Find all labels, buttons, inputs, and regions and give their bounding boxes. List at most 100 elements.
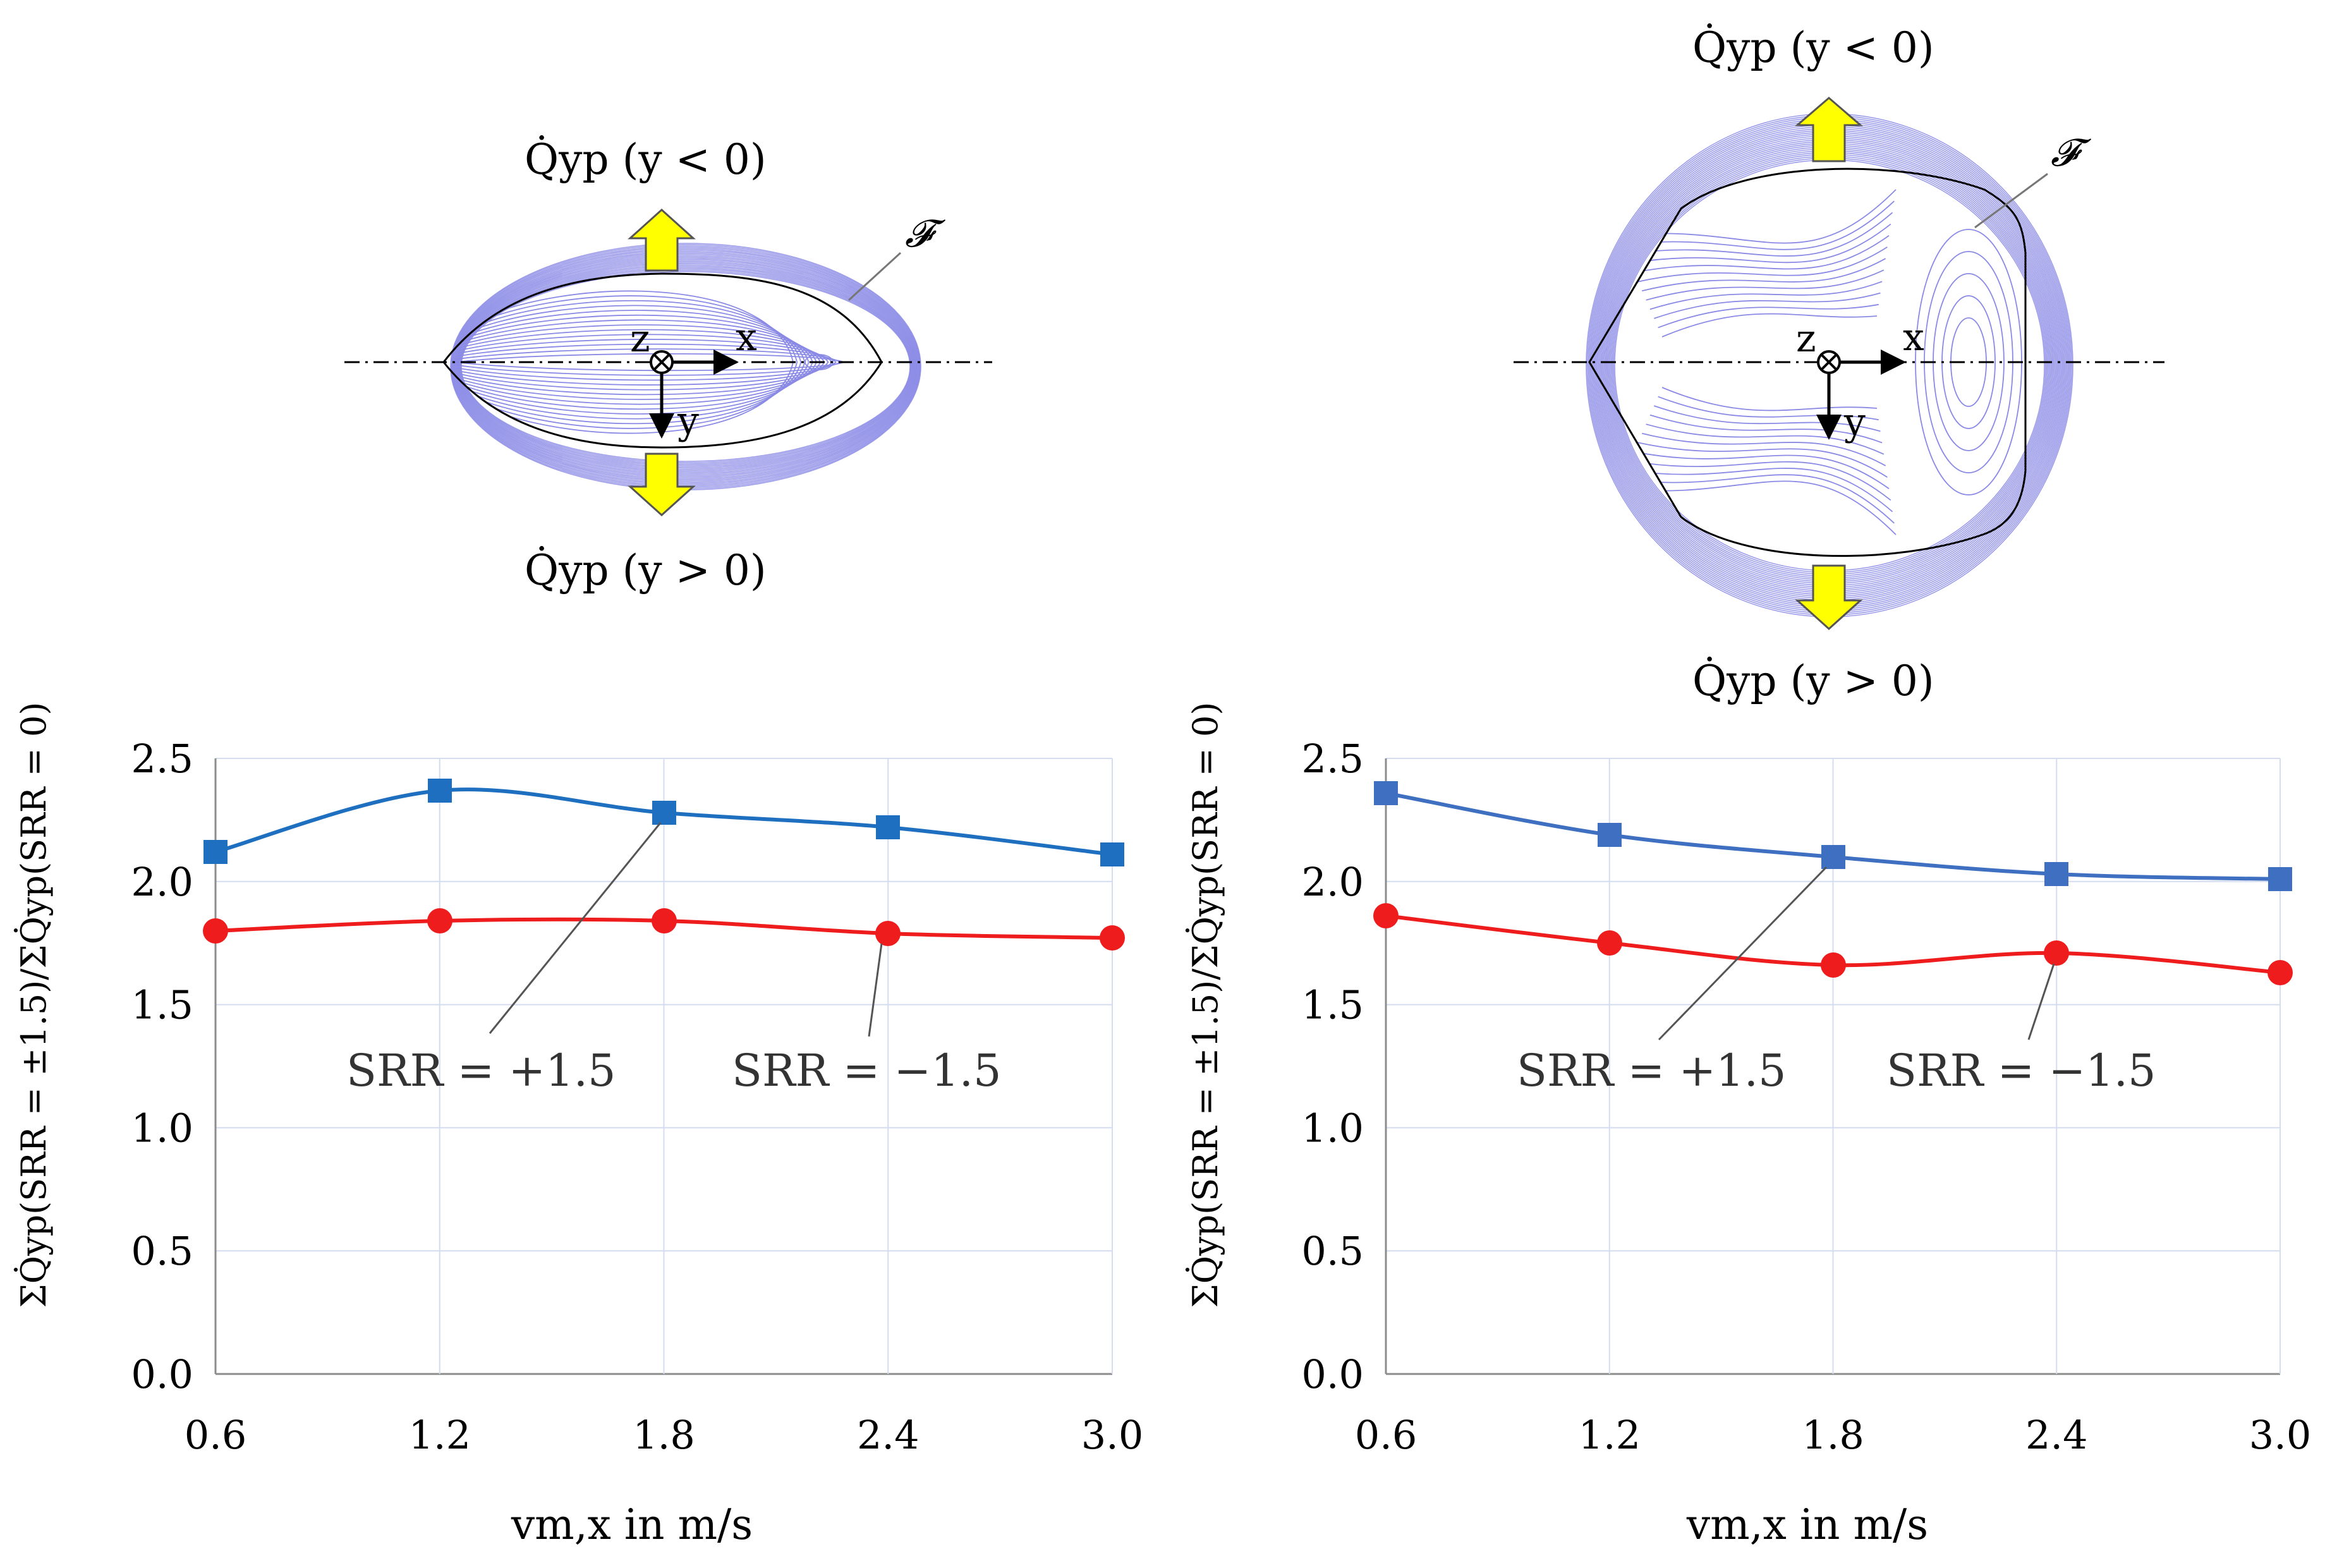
grid bbox=[1385, 758, 2281, 1375]
inner-contour bbox=[456, 343, 837, 381]
inner-contour bbox=[1637, 442, 1888, 478]
x-axis-label: vm,x in m/s bbox=[511, 1500, 753, 1549]
y-tick-label: 0.0 bbox=[131, 1351, 193, 1397]
x-tick-label: 1.2 bbox=[408, 1412, 471, 1458]
y-tick-label: 1.5 bbox=[1301, 982, 1364, 1028]
axis-y-label: y bbox=[677, 399, 699, 443]
y-tick-label: 2.5 bbox=[1301, 736, 1364, 782]
heat-flow-label-bottom: Q̇yp (y > 0) bbox=[525, 546, 767, 595]
inner-contour bbox=[1625, 212, 1893, 257]
y-axis-label: ΣQ̇yp(SRR = ±1.5)/ΣQ̇yp(SRR = 0) bbox=[1185, 702, 1225, 1308]
data-point bbox=[427, 908, 452, 933]
y-tick-label: 2.0 bbox=[1301, 859, 1364, 905]
heat-flow-label-bottom: Q̇yp (y > 0) bbox=[1692, 657, 1934, 705]
data-point bbox=[1821, 845, 1845, 869]
inner-contour bbox=[1625, 468, 1893, 513]
data-point bbox=[652, 908, 677, 933]
inner-contour bbox=[1661, 313, 1878, 337]
x-tick-label: 3.0 bbox=[2249, 1412, 2312, 1458]
axis-x-label: x bbox=[1903, 315, 1924, 360]
y-tick-label: 1.0 bbox=[1301, 1105, 1364, 1151]
data-point bbox=[1598, 823, 1622, 847]
inner-contour bbox=[1622, 474, 1895, 524]
annotation-leader-plus bbox=[1658, 866, 1828, 1041]
inner-contour bbox=[1641, 432, 1886, 466]
arrow-up-icon bbox=[628, 208, 696, 272]
tick-labels: 0.0 0.5 1.0 1.5 2.0 2.5 0.6 1.2 1.8 2.4 3.0 bbox=[1301, 736, 2311, 1458]
axis-z-label: z bbox=[630, 317, 650, 361]
inner-contour bbox=[1629, 223, 1891, 264]
y-tick-label: 1.0 bbox=[131, 1105, 193, 1151]
annotation-leader-plus bbox=[489, 822, 662, 1034]
contour-ring bbox=[451, 245, 921, 488]
chart-right: 0.0 0.5 1.0 1.5 2.0 2.5 0.6 1.2 1.8 2.4 3.0 vm,x i… bbox=[1185, 702, 2311, 1549]
x-tick-label: 0.6 bbox=[185, 1412, 247, 1458]
data-point bbox=[875, 921, 901, 946]
inner-contour bbox=[1658, 396, 1879, 421]
data-point bbox=[1373, 903, 1399, 928]
axis-y-label: y bbox=[1843, 400, 1866, 444]
contour-label-F: 𝓕 bbox=[905, 212, 946, 256]
y-tick-label: 2.0 bbox=[131, 859, 193, 905]
annotation-leader-minus bbox=[2027, 963, 2055, 1040]
arrow-down-icon bbox=[1795, 564, 1863, 631]
series bbox=[203, 779, 1125, 951]
contour-ring bbox=[453, 251, 918, 482]
y-axis-label: ΣQ̇yp(SRR = ±1.5)/ΣQ̇yp(SRR = 0) bbox=[13, 702, 54, 1308]
data-point bbox=[2044, 862, 2068, 886]
x-tick-label: 2.4 bbox=[857, 1412, 920, 1458]
annotation-leader-minus bbox=[868, 943, 883, 1037]
data-point bbox=[1597, 930, 1622, 956]
inner-contour bbox=[1634, 234, 1890, 274]
axis-x-label: x bbox=[736, 315, 757, 360]
inner-contour bbox=[1653, 292, 1881, 319]
tick-labels: 0.0 0.5 1.0 1.5 2.0 2.5 0.6 1.2 1.8 2.4 3.0 bbox=[131, 736, 1143, 1458]
data-point bbox=[2268, 867, 2292, 891]
y-tick-label: 0.5 bbox=[131, 1228, 193, 1274]
series-label-minus: SRR = −1.5 bbox=[1886, 1045, 2156, 1097]
contact-boundary-F bbox=[1588, 167, 2027, 557]
series-label-minus: SRR = −1.5 bbox=[732, 1045, 1002, 1097]
data-point bbox=[203, 840, 228, 864]
series-label-plus: SRR = +1.5 bbox=[346, 1045, 616, 1097]
data-point bbox=[2267, 960, 2293, 985]
contour-label-leader bbox=[847, 252, 902, 301]
y-tick-label: 1.5 bbox=[131, 982, 193, 1028]
inner-contour bbox=[1653, 405, 1881, 432]
x-tick-label: 3.0 bbox=[1081, 1412, 1144, 1458]
data-point bbox=[2044, 940, 2069, 966]
data-point bbox=[1100, 925, 1125, 951]
chart-left: 0.0 0.5 1.0 1.5 2.0 2.5 0.6 1.2 1.8 2.4 3.0 vm,x i… bbox=[13, 702, 1143, 1549]
data-point bbox=[876, 815, 900, 839]
inner-contour bbox=[1617, 480, 1897, 535]
circle-contact-diagram: z x y Q̇yp (y < 0) Q̇yp (y > 0) 𝓕 bbox=[1514, 23, 2164, 705]
ellipse-contact-diagram: z x y Q̇yp (y < 0) Q̇yp (y > 0) 𝓕 bbox=[344, 135, 992, 595]
axis-z-label: z bbox=[1796, 317, 1816, 361]
inner-contour bbox=[463, 310, 810, 415]
contour-label-leader bbox=[1974, 173, 2048, 229]
y-tick-label: 0.0 bbox=[1301, 1351, 1364, 1397]
x-tick-label: 1.2 bbox=[1578, 1412, 1641, 1458]
inner-contour bbox=[1629, 460, 1891, 501]
x-axis-label: vm,x in m/s bbox=[1686, 1500, 1928, 1549]
inner-contour bbox=[1649, 281, 1883, 310]
inner-contour bbox=[1634, 451, 1890, 490]
inner-contour bbox=[458, 334, 829, 391]
x-tick-label: 2.4 bbox=[2025, 1412, 2088, 1458]
x-tick-label: 1.8 bbox=[1802, 1412, 1864, 1458]
x-tick-label: 1.8 bbox=[633, 1412, 695, 1458]
contour-label-F: 𝓕 bbox=[2051, 131, 2092, 175]
inner-contour bbox=[466, 295, 798, 429]
series bbox=[1373, 781, 2293, 985]
inner-contour bbox=[465, 300, 802, 425]
inner-contour bbox=[1646, 269, 1885, 301]
series-label-plus: SRR = +1.5 bbox=[1517, 1045, 1787, 1097]
data-point bbox=[1100, 842, 1124, 866]
heat-flow-label-top: Q̇yp (y < 0) bbox=[525, 135, 767, 184]
data-point bbox=[1374, 781, 1398, 805]
inner-contour bbox=[1617, 189, 1897, 244]
y-tick-label: 0.5 bbox=[1301, 1228, 1364, 1274]
contour-ring bbox=[458, 264, 913, 469]
data-point bbox=[652, 801, 676, 825]
